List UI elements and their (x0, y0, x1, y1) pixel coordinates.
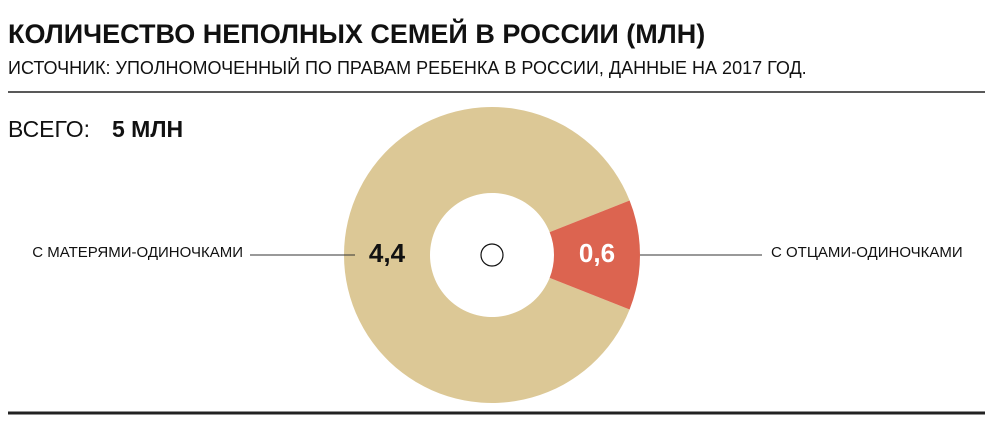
total-value: 5 МЛН (112, 116, 183, 142)
total-label: ВСЕГО: (8, 116, 90, 142)
center-dot (480, 243, 504, 267)
donut-segment (344, 107, 630, 404)
donut: 4,4 0,6 (344, 107, 640, 404)
category-label: С ОТЦАМИ-ОДИНОЧКАМИ (771, 244, 963, 261)
category-label: С МАТЕРЯМИ-ОДИНОЧКАМИ (32, 244, 243, 261)
chart-subtitle: ИСТОЧНИК: УПОЛНОМОЧЕННЫЙ ПО ПРАВАМ РЕБЕН… (8, 57, 807, 78)
donut-segment (549, 200, 640, 310)
chart-title: КОЛИЧЕСТВО НЕПОЛНЫХ СЕМЕЙ В РОССИИ (МЛН) (8, 18, 705, 49)
value-label: 0,6 (579, 238, 615, 268)
value-label: 4,4 (369, 238, 406, 268)
